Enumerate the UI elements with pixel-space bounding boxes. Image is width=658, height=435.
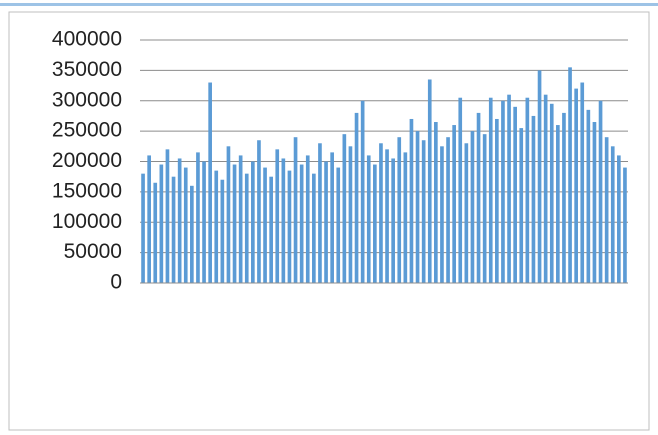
bar: [391, 158, 395, 283]
bar: [251, 161, 255, 283]
bar: [440, 146, 444, 283]
bar: [464, 143, 469, 283]
bar: [153, 182, 158, 283]
bar: [342, 134, 347, 283]
bar: [592, 122, 597, 283]
y-tick-label: 50000: [64, 240, 122, 263]
bar: [293, 137, 298, 283]
y-tick-label: 350000: [52, 58, 122, 81]
bar: [238, 155, 243, 283]
bar: [190, 185, 194, 283]
bar: [318, 143, 322, 283]
bar: [549, 103, 554, 283]
bar: [379, 143, 383, 283]
bar: [165, 149, 170, 283]
bar: [543, 94, 548, 283]
bar: [482, 134, 487, 283]
bar: [324, 161, 328, 283]
bar: [617, 155, 621, 283]
bar: [452, 125, 456, 283]
bar: [269, 176, 273, 283]
bar: [336, 167, 341, 283]
bar: [507, 94, 511, 283]
bar: [305, 155, 310, 283]
bar: [574, 88, 578, 283]
bar: [275, 149, 280, 283]
bar: [562, 112, 566, 284]
bar: [446, 137, 450, 283]
y-tick-label: 150000: [52, 179, 122, 202]
bar: [458, 97, 463, 284]
y-tick-label: 0: [110, 271, 122, 294]
bar: [556, 125, 560, 283]
bar: [330, 152, 334, 283]
bar: [281, 158, 286, 283]
bar: [287, 170, 292, 283]
bar: [141, 173, 145, 283]
bar: [586, 109, 591, 283]
bar: [299, 164, 304, 283]
bar: [159, 164, 164, 283]
y-tick-label: 250000: [52, 119, 122, 142]
bar: [312, 173, 316, 283]
bar: [244, 173, 249, 283]
bar: [409, 118, 414, 283]
bar: [397, 137, 402, 283]
bar: [488, 97, 493, 284]
bar: [202, 161, 206, 283]
bar: [501, 100, 505, 283]
bar: [196, 152, 200, 283]
bar: [580, 82, 585, 284]
bar: [403, 152, 408, 283]
bar: [147, 155, 151, 283]
bar: [531, 115, 536, 283]
bar: [214, 170, 219, 283]
bar: [495, 118, 499, 283]
bar: [177, 158, 182, 283]
bar: [257, 140, 261, 283]
bar: [434, 122, 438, 283]
bar: [610, 146, 615, 283]
bar: [623, 167, 627, 283]
bar: [415, 131, 420, 283]
bar: [385, 149, 389, 283]
bar: [598, 100, 603, 283]
bar: [354, 112, 359, 284]
bar: [263, 167, 267, 283]
bar: [519, 128, 524, 283]
bar: [220, 179, 225, 283]
y-tick-label: 300000: [52, 88, 122, 111]
bar: [537, 70, 542, 283]
bar: [226, 146, 231, 283]
bar: [183, 167, 188, 283]
bar: [525, 97, 530, 284]
chart-frame: [8, 11, 650, 431]
top-border: [0, 3, 658, 6]
bar: [232, 164, 237, 283]
bar: [348, 146, 353, 283]
bar: [373, 164, 377, 283]
bar: [568, 67, 572, 284]
bar: [366, 155, 371, 283]
y-tick-label: 400000: [52, 28, 122, 51]
y-tick-label: 200000: [52, 149, 122, 172]
bar: [171, 176, 176, 283]
y-tick-label: 100000: [52, 210, 122, 233]
bar: [476, 112, 481, 284]
bar: [360, 100, 365, 283]
bar: [470, 131, 475, 283]
bar: [427, 79, 432, 283]
bar: [421, 140, 426, 283]
bar: [208, 82, 212, 284]
bar: [513, 106, 517, 283]
bar: [604, 137, 609, 283]
